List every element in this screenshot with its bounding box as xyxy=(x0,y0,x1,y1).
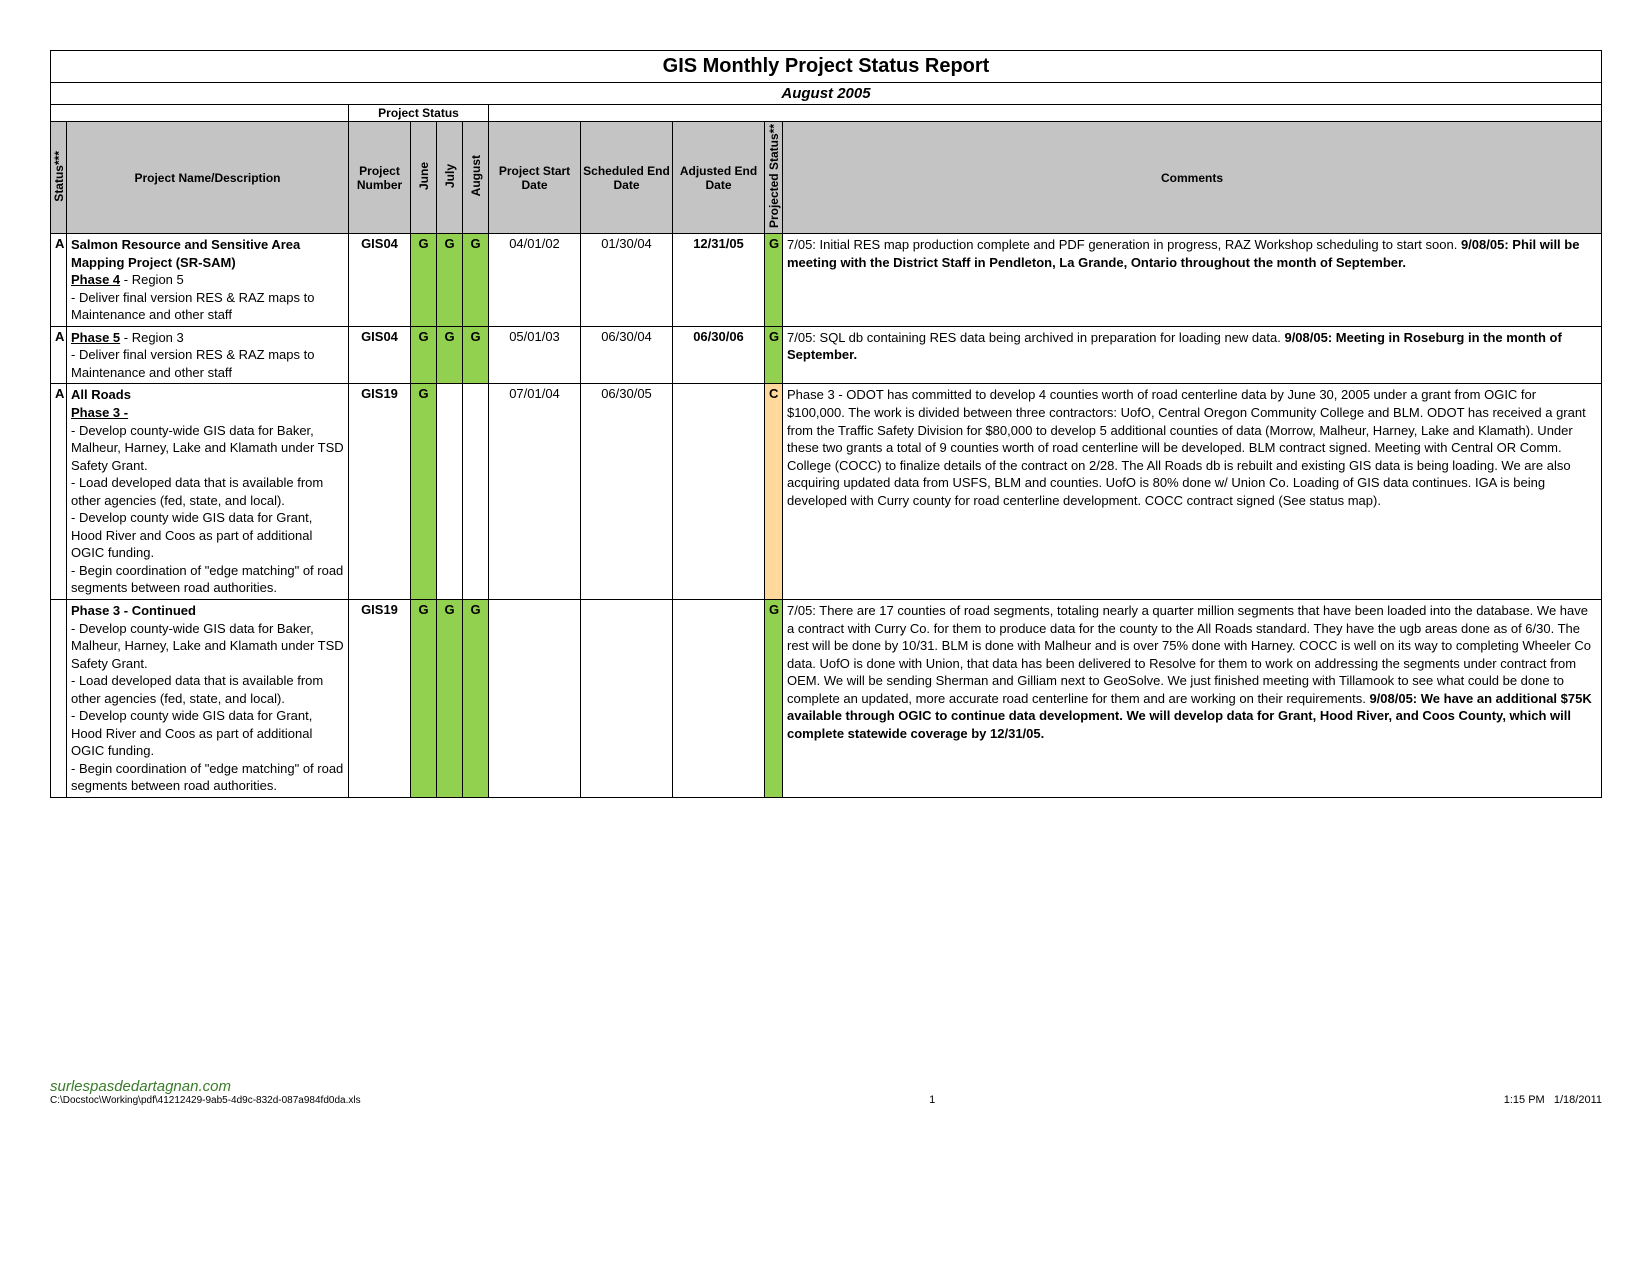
table-row: Phase 3 - Continued - Develop county-wid… xyxy=(51,599,1602,797)
row-comments: 7/05: There are 17 counties of road segm… xyxy=(783,599,1602,797)
row-comments: 7/05: SQL db containing RES data being a… xyxy=(783,326,1602,384)
row-description: Salmon Resource and Sensitive Area Mappi… xyxy=(67,234,349,327)
row-status: A xyxy=(51,326,67,384)
row-description: All RoadsPhase 3 - - Develop county-wide… xyxy=(67,384,349,600)
header-comments: Comments xyxy=(783,122,1602,234)
row-projected-status: G xyxy=(765,326,783,384)
row-scheduled-end: 06/30/05 xyxy=(581,384,673,600)
header-status: Status*** xyxy=(51,122,67,234)
report-subtitle: August 2005 xyxy=(51,83,1602,105)
row-description: Phase 3 - Continued - Develop county-wid… xyxy=(67,599,349,797)
row-project-number: GIS04 xyxy=(349,234,411,327)
footer-timestamp: 1:15 PM 1/18/2011 xyxy=(1504,1094,1602,1106)
row-august-status: G xyxy=(463,234,489,327)
row-projected-status: G xyxy=(765,234,783,327)
row-june-status: G xyxy=(411,234,437,327)
row-adjusted-end: 06/30/06 xyxy=(673,326,765,384)
row-projected-status: C xyxy=(765,384,783,600)
row-status: A xyxy=(51,234,67,327)
row-june-status: G xyxy=(411,326,437,384)
row-scheduled-end xyxy=(581,599,673,797)
footer-watermark: surlespasdedartagnan.com xyxy=(50,1078,361,1095)
header-projected: Projected Status** xyxy=(765,122,783,234)
status-report-table: GIS Monthly Project Status Report August… xyxy=(50,50,1602,798)
row-scheduled-end: 06/30/04 xyxy=(581,326,673,384)
row-start-date: 07/01/04 xyxy=(489,384,581,600)
header-august: August xyxy=(463,122,489,234)
row-start-date: 04/01/02 xyxy=(489,234,581,327)
row-july-status xyxy=(437,384,463,600)
footer-filepath: C:\Docstoc\Working\pdf\41212429-9ab5-4d9… xyxy=(50,1095,361,1106)
row-start-date: 05/01/03 xyxy=(489,326,581,384)
row-july-status: G xyxy=(437,599,463,797)
row-july-status: G xyxy=(437,326,463,384)
header-june: June xyxy=(411,122,437,234)
row-comments: Phase 3 - ODOT has committed to develop … xyxy=(783,384,1602,600)
footer-left: surlespasdedartagnan.com C:\Docstoc\Work… xyxy=(50,1078,361,1106)
title-row: GIS Monthly Project Status Report xyxy=(51,51,1602,83)
row-status: A xyxy=(51,384,67,600)
row-projected-status: G xyxy=(765,599,783,797)
row-project-number: GIS19 xyxy=(349,384,411,600)
table-row: AAll RoadsPhase 3 - - Develop county-wid… xyxy=(51,384,1602,600)
header-description: Project Name/Description xyxy=(67,122,349,234)
row-adjusted-end xyxy=(673,384,765,600)
footer-page-number: 1 xyxy=(361,1094,1504,1106)
subtitle-row: August 2005 xyxy=(51,83,1602,105)
page-footer: surlespasdedartagnan.com C:\Docstoc\Work… xyxy=(50,1078,1602,1106)
row-adjusted-end xyxy=(673,599,765,797)
header-adjusted-end: Adjusted End Date xyxy=(673,122,765,234)
row-project-number: GIS19 xyxy=(349,599,411,797)
report-title: GIS Monthly Project Status Report xyxy=(51,51,1602,83)
header-scheduled-end: Scheduled End Date xyxy=(581,122,673,234)
project-status-group-row: Project Status xyxy=(51,105,1602,122)
row-july-status: G xyxy=(437,234,463,327)
row-description: Phase 5 - Region 3 - Deliver final versi… xyxy=(67,326,349,384)
table-row: ASalmon Resource and Sensitive Area Mapp… xyxy=(51,234,1602,327)
header-july: July xyxy=(437,122,463,234)
table-row: APhase 5 - Region 3 - Deliver final vers… xyxy=(51,326,1602,384)
row-project-number: GIS04 xyxy=(349,326,411,384)
row-scheduled-end: 01/30/04 xyxy=(581,234,673,327)
row-august-status: G xyxy=(463,599,489,797)
project-status-group-label: Project Status xyxy=(349,105,489,122)
row-june-status: G xyxy=(411,384,437,600)
row-status xyxy=(51,599,67,797)
row-adjusted-end: 12/31/05 xyxy=(673,234,765,327)
row-june-status: G xyxy=(411,599,437,797)
header-number: Project Number xyxy=(349,122,411,234)
row-start-date xyxy=(489,599,581,797)
column-headers: Status*** Project Name/Description Proje… xyxy=(51,122,1602,234)
row-august-status: G xyxy=(463,326,489,384)
row-comments: 7/05: Initial RES map production complet… xyxy=(783,234,1602,327)
header-start-date: Project Start Date xyxy=(489,122,581,234)
row-august-status xyxy=(463,384,489,600)
